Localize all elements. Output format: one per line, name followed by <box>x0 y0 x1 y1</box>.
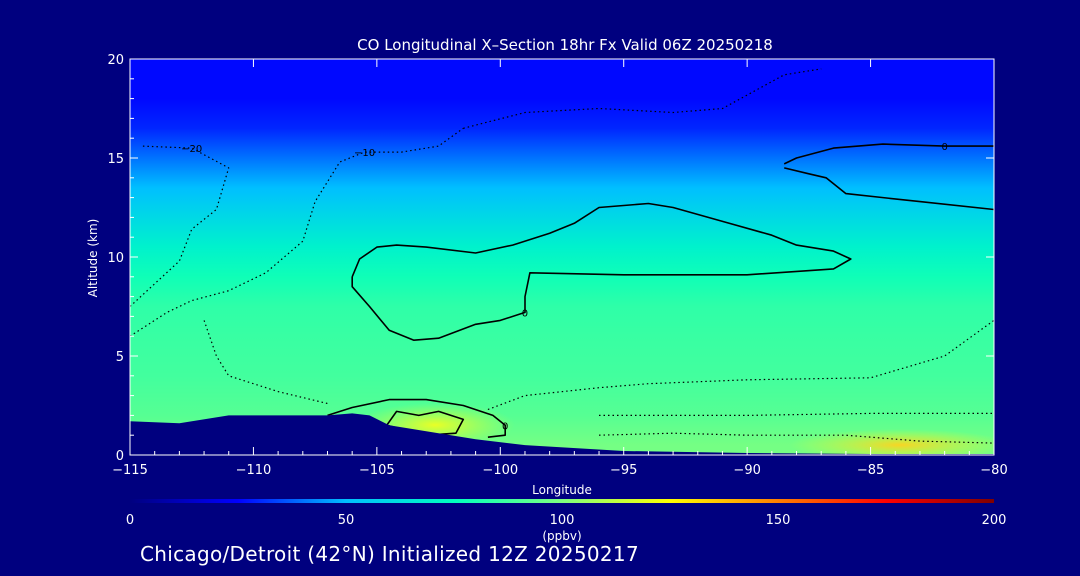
x-tick-label: −115 <box>112 463 148 478</box>
footer-caption: Chicago/Detroit (42°N) Initialized 12Z 2… <box>140 542 639 566</box>
y-tick-label: 10 <box>107 251 124 266</box>
y-tick-label: 15 <box>107 152 124 167</box>
x-tick-label: −105 <box>359 463 395 478</box>
colorbar-tick-label: 150 <box>766 513 791 528</box>
contour-label: −10 <box>354 148 375 159</box>
y-tick-label: 5 <box>116 350 124 365</box>
x-tick-label: −100 <box>482 463 518 478</box>
y-tick-label: 20 <box>107 53 124 68</box>
contour-line <box>599 412 994 416</box>
plot-area: 0 0 0 −10 −20 <box>130 59 994 455</box>
contour-line <box>783 143 994 165</box>
colorbar-ticks: 0 50 100 150 200 <box>126 513 1007 528</box>
enhanced-co-region-east <box>790 429 994 455</box>
x-axis: −115 −110 −105 −100 −95 −90 −85 −80 <box>112 59 1008 478</box>
contour-lines: 0 0 0 −10 −20 <box>130 68 994 444</box>
terrain-mask <box>130 413 994 455</box>
y-tick-label: 0 <box>116 449 124 464</box>
contour-label: −20 <box>181 144 202 155</box>
colorbar-units: (ppbv) <box>542 529 581 543</box>
x-tick-label: −80 <box>980 463 1007 478</box>
contour-label: 0 <box>502 421 508 432</box>
contour-line <box>463 68 822 129</box>
contour-line <box>327 398 506 438</box>
chart-title: CO Longitudinal X–Section 18hr Fx Valid … <box>357 36 773 54</box>
colorbar: 0 50 100 150 200 (ppbv) <box>126 499 1007 543</box>
contour-label: 0 <box>522 308 528 319</box>
colorbar-tick-label: 100 <box>550 513 575 528</box>
contour-label: 0 <box>941 142 947 153</box>
y-axis: 0 5 10 15 20 <box>107 53 994 464</box>
colorbar-tick-label: 200 <box>982 513 1007 528</box>
x-tick-label: −95 <box>610 463 637 478</box>
x-tick-label: −110 <box>236 463 272 478</box>
y-axis-label: Altitude (km) <box>86 219 100 298</box>
contour-line <box>784 167 994 211</box>
contour-line <box>351 202 852 341</box>
x-tick-label: −85 <box>857 463 884 478</box>
co-concentration-field <box>130 59 994 455</box>
colorbar-tick-label: 50 <box>338 513 355 528</box>
contour-line <box>598 432 994 444</box>
contour-line <box>487 319 994 411</box>
x-axis-label: Longitude <box>532 483 592 497</box>
colorbar-bar <box>130 499 994 503</box>
colorbar-tick-label: 0 <box>126 513 134 528</box>
x-tick-label: −90 <box>733 463 760 478</box>
